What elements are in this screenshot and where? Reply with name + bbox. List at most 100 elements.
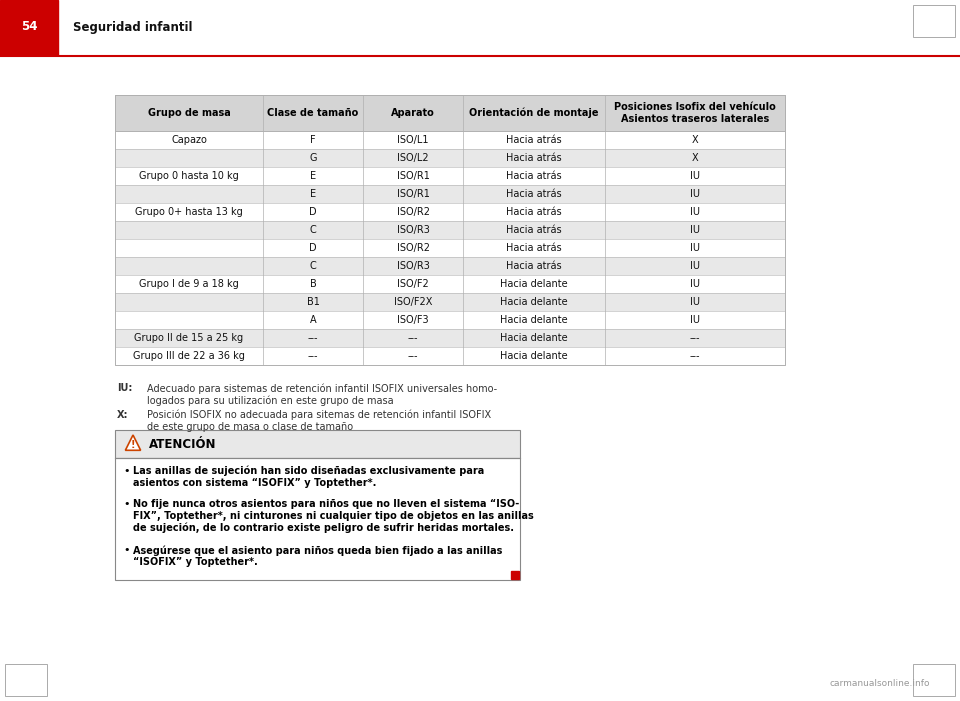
Bar [115, 293, 785, 311]
Bar [115, 430, 520, 458]
Text: IU:: IU: [117, 383, 132, 393]
Text: D: D [309, 207, 317, 217]
Text: Hacia delante: Hacia delante [500, 351, 567, 361]
Text: E: E [310, 189, 316, 199]
Text: F: F [310, 135, 316, 145]
Text: Hacia atrás: Hacia atrás [506, 171, 562, 181]
Text: Grupo III de 22 a 36 kg: Grupo III de 22 a 36 kg [133, 351, 245, 361]
Bar [115, 95, 785, 365]
Text: IU: IU [690, 171, 700, 181]
Text: 54: 54 [21, 20, 37, 34]
Bar [115, 311, 785, 329]
Text: Grupo I de 9 a 18 kg: Grupo I de 9 a 18 kg [139, 279, 239, 289]
Text: Hacia atrás: Hacia atrás [506, 153, 562, 163]
Text: Hacia atrás: Hacia atrás [506, 135, 562, 145]
Bar [5, 664, 47, 696]
Text: Posición ISOFIX no adecuada para sitemas de retención infantil ISOFIX
de este gr: Posición ISOFIX no adecuada para sitemas… [147, 410, 492, 432]
Text: ---: --- [689, 351, 700, 361]
Bar [913, 664, 955, 696]
Bar [115, 239, 785, 257]
Bar [0, 0, 58, 55]
Text: IU: IU [690, 261, 700, 271]
Text: !: ! [131, 440, 135, 450]
Bar [115, 167, 785, 185]
Text: ISO/R2: ISO/R2 [396, 207, 429, 217]
Bar [115, 149, 785, 167]
Text: ---: --- [308, 333, 319, 343]
Text: Capazo: Capazo [171, 135, 207, 145]
Text: ISO/R2: ISO/R2 [396, 243, 429, 253]
Text: No fije nunca otros asientos para niños que no lleven el sistema “ISO-
FIX”, Top: No fije nunca otros asientos para niños … [133, 499, 534, 533]
Text: C: C [310, 225, 317, 235]
Bar [115, 257, 785, 275]
Text: ISO/F2: ISO/F2 [397, 279, 429, 289]
Text: ---: --- [408, 333, 419, 343]
Bar [115, 203, 785, 221]
Text: Grupo 0+ hasta 13 kg: Grupo 0+ hasta 13 kg [135, 207, 243, 217]
Text: Asegúrese que el asiento para niños queda bien fijado a las anillas
“ISOFIX” y T: Asegúrese que el asiento para niños qued… [133, 545, 502, 567]
Bar [5, 5, 47, 37]
Text: IU: IU [690, 297, 700, 307]
Text: ISO/R3: ISO/R3 [396, 225, 429, 235]
Text: IU: IU [690, 243, 700, 253]
Bar [115, 458, 520, 580]
Text: A: A [310, 315, 316, 325]
Text: Hacia delante: Hacia delante [500, 333, 567, 343]
Text: ISO/F2X: ISO/F2X [394, 297, 432, 307]
Text: ISO/R1: ISO/R1 [396, 171, 429, 181]
Text: IU: IU [690, 225, 700, 235]
Text: ISO/F3: ISO/F3 [397, 315, 429, 325]
Text: Aparato: Aparato [391, 108, 435, 118]
Text: Orientación de montaje: Orientación de montaje [469, 108, 599, 118]
Text: D: D [309, 243, 317, 253]
Text: X:: X: [117, 410, 129, 420]
Text: G: G [309, 153, 317, 163]
Bar [511, 571, 519, 579]
Bar [115, 185, 785, 203]
Text: X: X [692, 153, 698, 163]
Bar [115, 275, 785, 293]
Text: Grupo 0 hasta 10 kg: Grupo 0 hasta 10 kg [139, 171, 239, 181]
Text: E: E [310, 171, 316, 181]
Text: Hacia delante: Hacia delante [500, 315, 567, 325]
Text: C: C [310, 261, 317, 271]
Text: IU: IU [690, 189, 700, 199]
Bar [115, 347, 785, 365]
Text: Hacia atrás: Hacia atrás [506, 189, 562, 199]
Bar [913, 5, 955, 37]
Text: Hacia atrás: Hacia atrás [506, 207, 562, 217]
Text: Hacia atrás: Hacia atrás [506, 261, 562, 271]
Text: ---: --- [408, 351, 419, 361]
Text: •: • [124, 499, 131, 509]
Text: ---: --- [308, 351, 319, 361]
Text: X: X [692, 135, 698, 145]
Text: ISO/L1: ISO/L1 [397, 135, 429, 145]
Text: Las anillas de sujeción han sido diseñadas exclusivamente para
asientos con sist: Las anillas de sujeción han sido diseñad… [133, 466, 484, 488]
Text: Grupo de masa: Grupo de masa [148, 108, 230, 118]
Text: ISO/L2: ISO/L2 [397, 153, 429, 163]
Text: Grupo II de 15 a 25 kg: Grupo II de 15 a 25 kg [134, 333, 244, 343]
Text: Hacia atrás: Hacia atrás [506, 243, 562, 253]
Polygon shape [126, 435, 141, 450]
Text: B1: B1 [306, 297, 320, 307]
Text: carmanualsonline.info: carmanualsonline.info [830, 679, 930, 688]
Text: IU: IU [690, 279, 700, 289]
Text: IU: IU [690, 315, 700, 325]
Text: •: • [124, 545, 131, 555]
Text: •: • [124, 466, 131, 476]
Bar [115, 131, 785, 149]
Text: Adecuado para sistemas de retención infantil ISOFIX universales homo-
logados pa: Adecuado para sistemas de retención infa… [147, 383, 497, 406]
Text: Clase de tamaño: Clase de tamaño [268, 108, 359, 118]
Bar [115, 95, 785, 131]
Text: ---: --- [689, 333, 700, 343]
Text: ISO/R3: ISO/R3 [396, 261, 429, 271]
Text: IU: IU [690, 207, 700, 217]
Text: ISO/R1: ISO/R1 [396, 189, 429, 199]
Text: Hacia atrás: Hacia atrás [506, 225, 562, 235]
Text: Hacia delante: Hacia delante [500, 279, 567, 289]
Bar [115, 329, 785, 347]
Text: ATENCIÓN: ATENCIÓN [149, 437, 217, 451]
Text: Hacia delante: Hacia delante [500, 297, 567, 307]
Text: B: B [310, 279, 317, 289]
Text: Seguridad infantil: Seguridad infantil [73, 20, 193, 34]
